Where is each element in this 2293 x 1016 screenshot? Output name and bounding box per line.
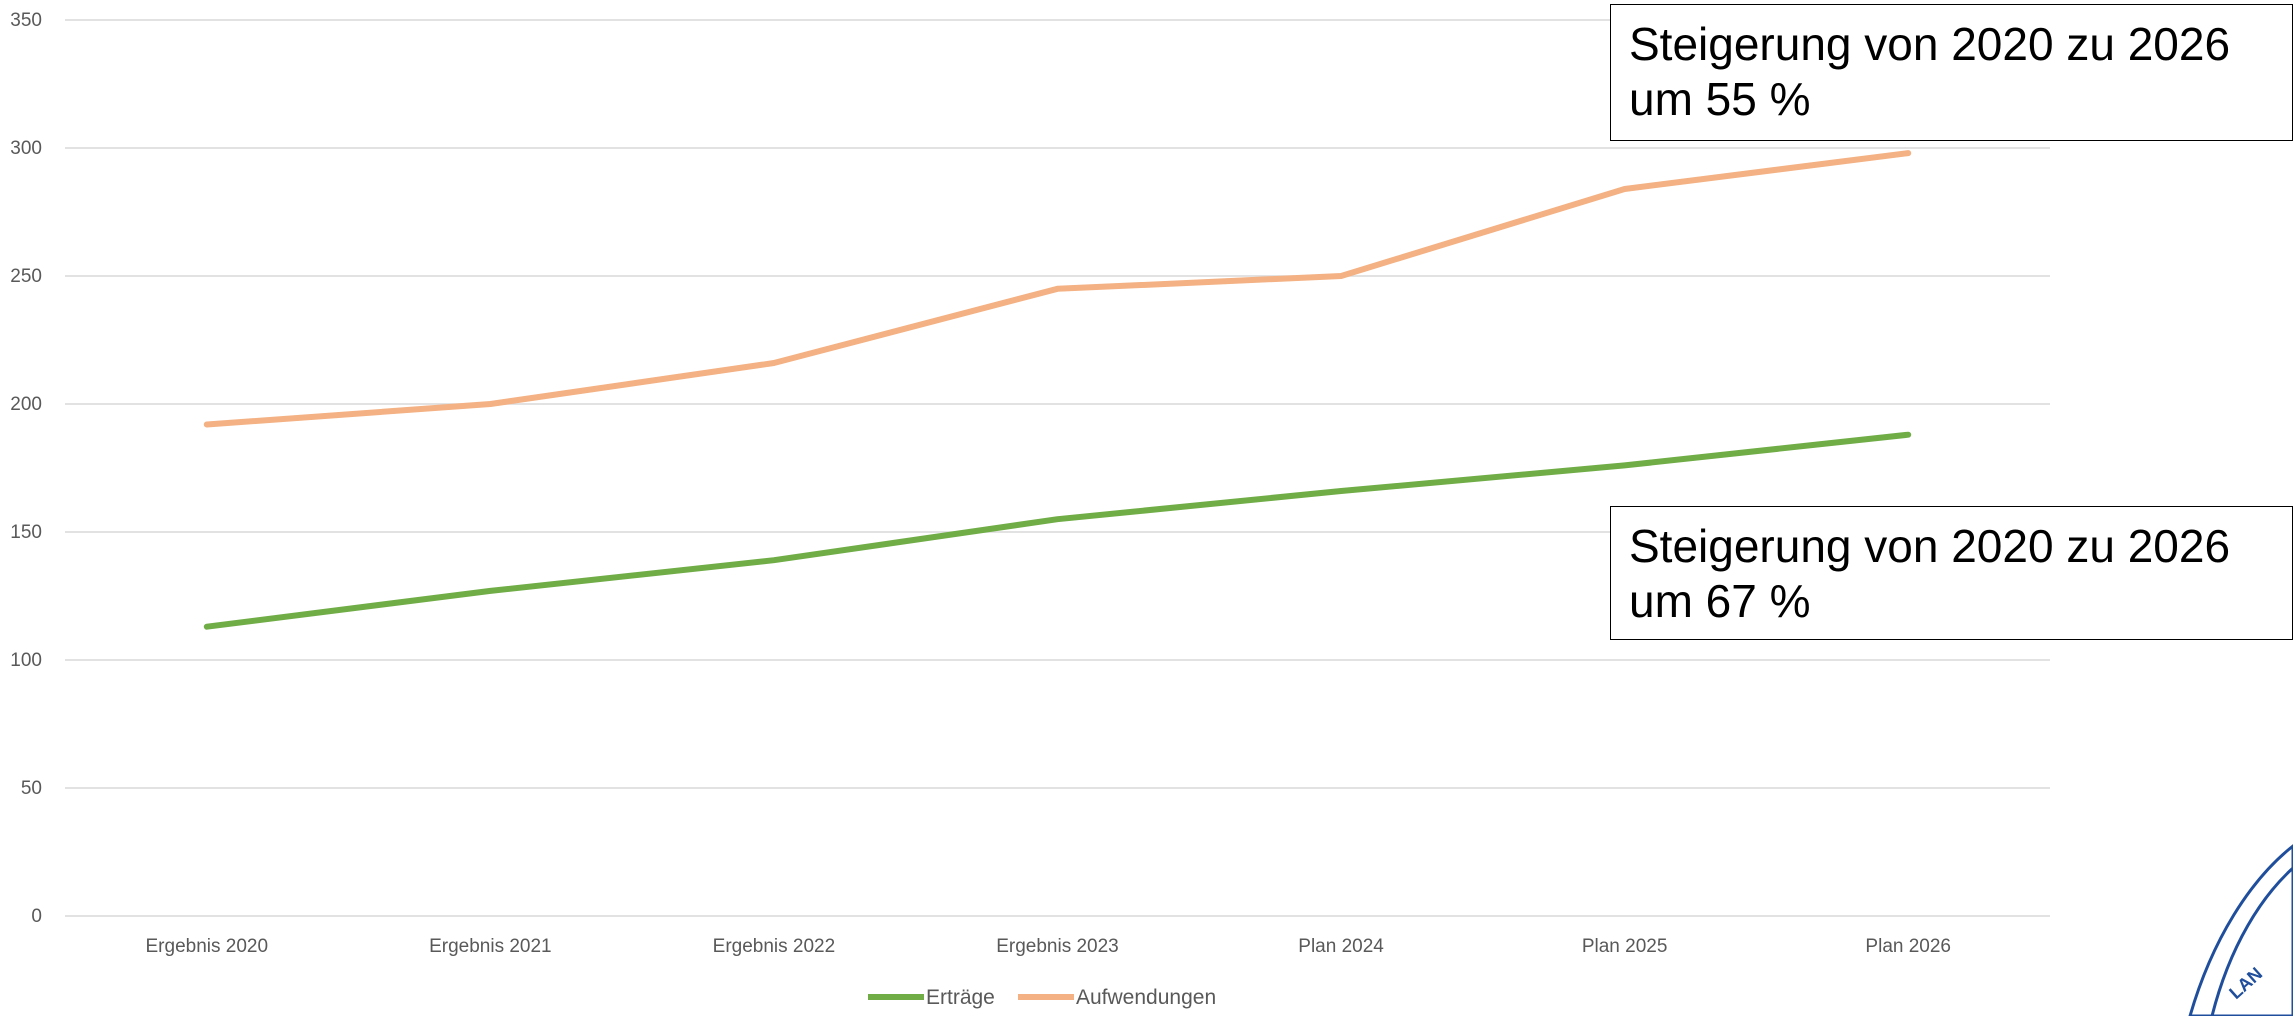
y-tick-label: 0 — [31, 906, 42, 927]
gridlines — [65, 19, 2050, 789]
x-tick-label: Ergebnis 2022 — [713, 936, 836, 957]
annotation-line-1: Steigerung von 2020 zu 2026 — [1629, 18, 2231, 70]
x-tick-label: Plan 2025 — [1582, 936, 1668, 957]
x-tick-label: Ergebnis 2021 — [429, 936, 552, 957]
legend-label: Erträge — [926, 986, 995, 1009]
x-tick-label: Plan 2024 — [1298, 936, 1384, 957]
x-tick-label: Ergebnis 2023 — [996, 936, 1119, 957]
x-axis-ticks: Ergebnis 2020 Ergebnis 2021 Ergebnis 2022 E… — [146, 936, 1951, 957]
annotation-line-2: um 67 % — [1629, 575, 1811, 627]
annotation-box-revenue: Steigerung von 2020 zu 2026 um 67 % — [1610, 506, 2293, 640]
x-tick-label: Ergebnis 2020 — [146, 936, 269, 957]
y-tick-label: 250 — [10, 266, 42, 287]
y-tick-label: 200 — [10, 394, 42, 415]
annotation-line-1: Steigerung von 2020 zu 2026 — [1629, 520, 2231, 572]
legend-label: Aufwendungen — [1076, 986, 1216, 1009]
legend: Erträge Aufwendungen — [868, 986, 1216, 1009]
y-tick-label: 350 — [10, 10, 42, 31]
series-lines — [203, 150, 1912, 630]
y-tick-label: 150 — [10, 522, 42, 543]
annotation-line-2: um 55 % — [1629, 73, 1811, 125]
y-axis-ticks: 0 50 100 150 200 250 300 350 — [10, 10, 42, 927]
x-tick-label: Plan 2026 — [1865, 936, 1951, 957]
annotation-box-expenses: Steigerung von 2020 zu 2026 um 55 % — [1610, 4, 2293, 141]
y-tick-label: 50 — [21, 778, 42, 799]
y-tick-label: 100 — [10, 650, 42, 671]
y-tick-label: 300 — [10, 138, 42, 159]
